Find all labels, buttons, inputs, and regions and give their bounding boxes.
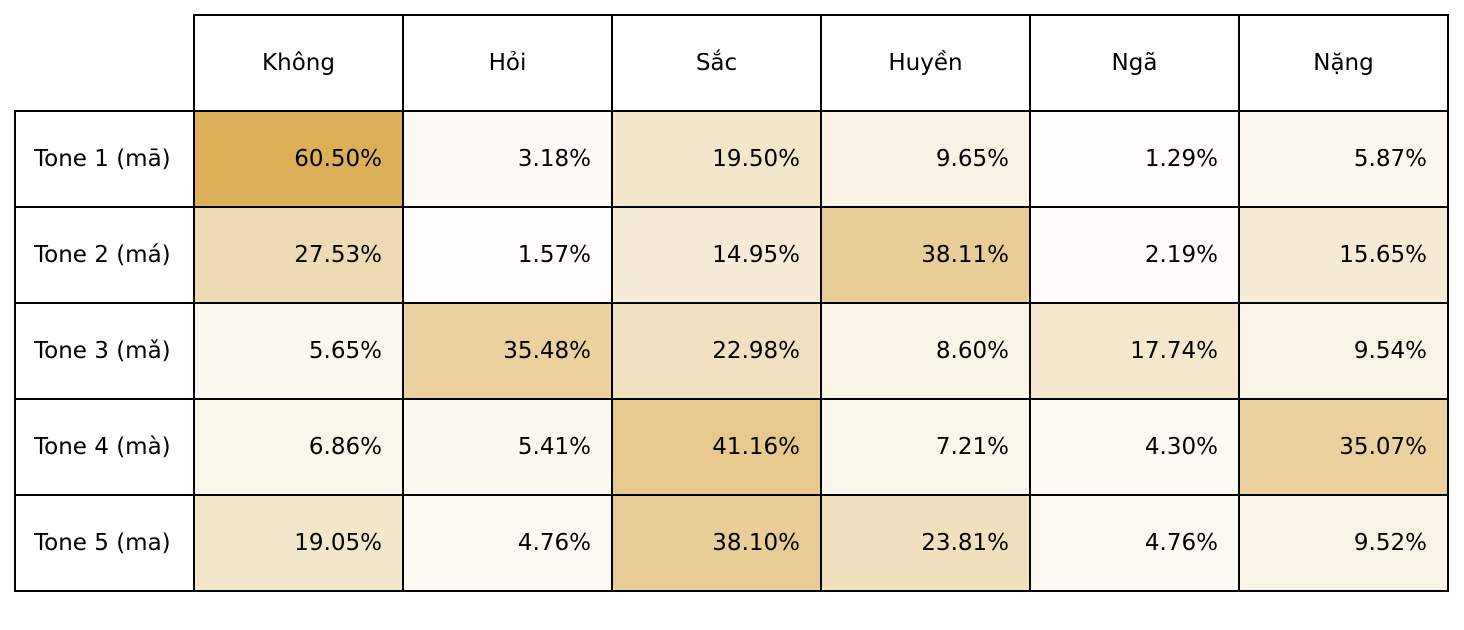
row-header: Tone 4 (mà): [15, 399, 194, 495]
table-row: Tone 1 (mā) 60.50% 3.18% 19.50% 9.65% 1.29% 5.…: [15, 111, 1448, 207]
row-header: Tone 1 (mā): [15, 111, 194, 207]
heatmap-cell: 19.50%: [612, 111, 821, 207]
column-header-nga: Ngã: [1030, 15, 1239, 111]
heatmap-cell: 38.10%: [612, 495, 821, 591]
row-header: Tone 2 (má): [15, 207, 194, 303]
heatmap-cell: 5.87%: [1239, 111, 1448, 207]
heatmap-cell: 6.86%: [194, 399, 403, 495]
heatmap-cell: 1.57%: [403, 207, 612, 303]
table-row: Tone 3 (mǎ) 5.65% 35.48% 22.98% 8.60% 17.74% 9…: [15, 303, 1448, 399]
heatmap-cell: 3.18%: [403, 111, 612, 207]
heatmap-cell: 41.16%: [612, 399, 821, 495]
heatmap-cell: 1.29%: [1030, 111, 1239, 207]
heatmap-cell: 27.53%: [194, 207, 403, 303]
heatmap-cell: 2.19%: [1030, 207, 1239, 303]
heatmap-cell: 15.65%: [1239, 207, 1448, 303]
heatmap-cell: 9.54%: [1239, 303, 1448, 399]
header-row: Không Hỏi Sắc Huyền Ngã Nặng: [15, 15, 1448, 111]
heatmap-cell: 5.41%: [403, 399, 612, 495]
heatmap-cell: 7.21%: [821, 399, 1030, 495]
heatmap-cell: 4.76%: [1030, 495, 1239, 591]
heatmap-cell: 19.05%: [194, 495, 403, 591]
heatmap-cell: 9.65%: [821, 111, 1030, 207]
heatmap-cell: 17.74%: [1030, 303, 1239, 399]
heatmap-body: Tone 1 (mā) 60.50% 3.18% 19.50% 9.65% 1.29% 5.…: [15, 111, 1448, 591]
column-header-khong: Không: [194, 15, 403, 111]
heatmap-cell: 14.95%: [612, 207, 821, 303]
heatmap-cell: 5.65%: [194, 303, 403, 399]
row-header: Tone 3 (mǎ): [15, 303, 194, 399]
heatmap-cell: 4.76%: [403, 495, 612, 591]
table-row: Tone 2 (má) 27.53% 1.57% 14.95% 38.11% 2.19% 1…: [15, 207, 1448, 303]
column-header-sac: Sắc: [612, 15, 821, 111]
heatmap-cell: 22.98%: [612, 303, 821, 399]
column-header-nang: Nặng: [1239, 15, 1448, 111]
row-header: Tone 5 (ma): [15, 495, 194, 591]
table-row: Tone 5 (ma) 19.05% 4.76% 38.10% 23.81% 4.76% 9…: [15, 495, 1448, 591]
heatmap-table: Không Hỏi Sắc Huyền Ngã Nặng Tone 1 (mā)…: [14, 14, 1449, 592]
heatmap-cell: 8.60%: [821, 303, 1030, 399]
heatmap-cell: 38.11%: [821, 207, 1030, 303]
heatmap-cell: 35.48%: [403, 303, 612, 399]
heatmap-cell: 9.52%: [1239, 495, 1448, 591]
heatmap-cell: 4.30%: [1030, 399, 1239, 495]
heatmap-cell: 35.07%: [1239, 399, 1448, 495]
corner-cell: [15, 15, 194, 111]
heatmap-cell: 23.81%: [821, 495, 1030, 591]
table-row: Tone 4 (mà) 6.86% 5.41% 41.16% 7.21% 4.30% 35.…: [15, 399, 1448, 495]
column-header-huyen: Huyền: [821, 15, 1030, 111]
heatmap-cell: 60.50%: [194, 111, 403, 207]
column-header-hoi: Hỏi: [403, 15, 612, 111]
